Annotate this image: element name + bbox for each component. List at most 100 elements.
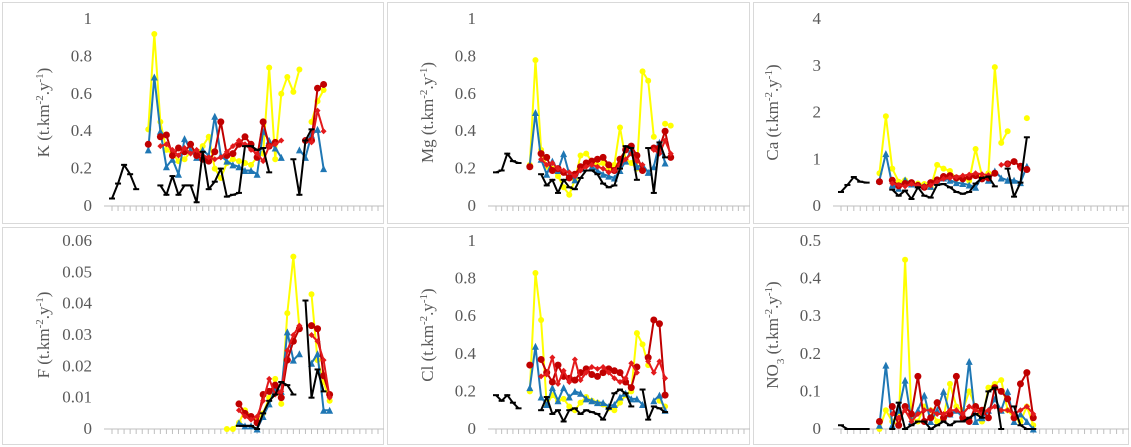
series-point-4 xyxy=(921,407,928,414)
series-point-1 xyxy=(151,30,158,37)
series-point-3 xyxy=(639,166,647,174)
series-point-2 xyxy=(959,180,967,188)
series-point-4 xyxy=(902,183,909,190)
series-point-4 xyxy=(284,347,291,354)
series-point-1 xyxy=(278,90,285,97)
series-point-2 xyxy=(875,421,883,429)
series-point-4 xyxy=(278,388,285,395)
series-point-4 xyxy=(617,379,623,385)
series-point-1 xyxy=(889,165,896,172)
series-point-3 xyxy=(588,370,596,378)
series-point-4 xyxy=(157,143,164,150)
series-point-2 xyxy=(235,419,243,427)
y-tick-label: 0.2 xyxy=(71,159,92,178)
series-point-4 xyxy=(217,154,224,161)
series-point-1 xyxy=(566,191,573,198)
series-point-4 xyxy=(998,161,1005,168)
series-point-2 xyxy=(972,183,980,191)
series-point-1 xyxy=(645,77,652,84)
series-point-2 xyxy=(1010,417,1018,425)
series-point-3 xyxy=(205,157,213,165)
series-point-1 xyxy=(946,167,953,174)
series-point-2 xyxy=(326,406,334,414)
series-point-3 xyxy=(156,133,164,141)
series-point-3 xyxy=(548,378,556,386)
series-point-3 xyxy=(314,325,322,333)
series-point-2 xyxy=(295,146,303,154)
series-point-4 xyxy=(946,407,953,414)
series-point-2 xyxy=(253,170,261,178)
y-tick-label: 0 xyxy=(813,196,822,215)
series-point-3 xyxy=(661,127,669,135)
series-point-4 xyxy=(235,137,242,144)
y-tick-label: 0.06 xyxy=(62,231,92,250)
series-point-4 xyxy=(571,173,578,180)
series-point-4 xyxy=(633,158,640,165)
series-point-4 xyxy=(308,139,315,146)
series-point-3 xyxy=(593,372,601,380)
y-tick-label: 0 xyxy=(813,419,822,438)
series-point-4 xyxy=(577,377,584,384)
series-point-4 xyxy=(914,410,921,417)
chart-svg: 0 0.01 0.02 0.03 0.04 0.05 0.06 F (t.km-2.y-1) xyxy=(34,231,384,438)
series-point-2 xyxy=(320,406,328,414)
series-point-1 xyxy=(600,159,607,166)
series-point-4 xyxy=(667,150,674,157)
series-point-4 xyxy=(594,365,601,372)
series-point-3 xyxy=(554,361,562,369)
y-tick-label: 0.8 xyxy=(455,46,476,65)
series-point-2 xyxy=(661,159,669,167)
series-point-4 xyxy=(566,379,573,385)
series-point-4 xyxy=(650,146,657,153)
series-point-3 xyxy=(888,402,896,410)
series-point-4 xyxy=(979,171,985,178)
series-point-2 xyxy=(277,153,285,161)
series-point-1 xyxy=(163,146,170,153)
series-point-2 xyxy=(1023,417,1031,425)
series-point-4 xyxy=(908,181,915,188)
series-point-3 xyxy=(229,150,237,158)
series-point-3 xyxy=(888,176,896,184)
series-point-4 xyxy=(266,375,273,382)
series-point-4 xyxy=(959,410,966,417)
series-point-1 xyxy=(278,400,285,407)
series-point-3 xyxy=(1016,380,1024,388)
series-point-4 xyxy=(187,150,194,157)
series-point-2 xyxy=(644,168,652,176)
series-point-3 xyxy=(952,372,960,380)
series-point-3 xyxy=(526,361,534,369)
series-point-1 xyxy=(320,87,327,94)
y-axis-title: Mg (t.km-2.y-1) xyxy=(418,62,437,163)
series-point-2 xyxy=(314,125,322,133)
series-point-4 xyxy=(326,394,333,401)
series-point-3 xyxy=(588,157,596,165)
series-point-4 xyxy=(242,413,248,420)
series-point-3 xyxy=(940,414,948,422)
y-tick-label: 2 xyxy=(813,103,822,122)
series-point-3 xyxy=(616,369,624,377)
series-point-3 xyxy=(211,148,219,156)
series-line-5 xyxy=(304,300,325,399)
series-point-4 xyxy=(296,322,303,329)
y-tick-label: 0.02 xyxy=(62,356,92,375)
series-point-1 xyxy=(181,156,188,163)
series-point-4 xyxy=(600,363,607,370)
y-tick-label: 1 xyxy=(468,9,477,28)
series-point-3 xyxy=(235,400,243,408)
series-point-3 xyxy=(984,414,992,422)
series-point-1 xyxy=(532,57,539,64)
series-point-2 xyxy=(560,150,568,158)
series-line-5 xyxy=(641,389,666,421)
y-tick-label: 0.2 xyxy=(800,344,821,363)
y-tick-label: 1 xyxy=(468,231,477,250)
series-point-3 xyxy=(1023,166,1031,174)
series-point-4 xyxy=(314,338,321,345)
series-point-4 xyxy=(538,373,545,380)
series-point-2 xyxy=(526,384,534,392)
series-point-4 xyxy=(169,146,176,153)
series-point-3 xyxy=(908,410,915,418)
series-point-2 xyxy=(156,127,164,135)
series-line-5 xyxy=(1006,137,1028,198)
series-point-1 xyxy=(667,122,674,129)
series-point-1 xyxy=(1004,128,1011,135)
